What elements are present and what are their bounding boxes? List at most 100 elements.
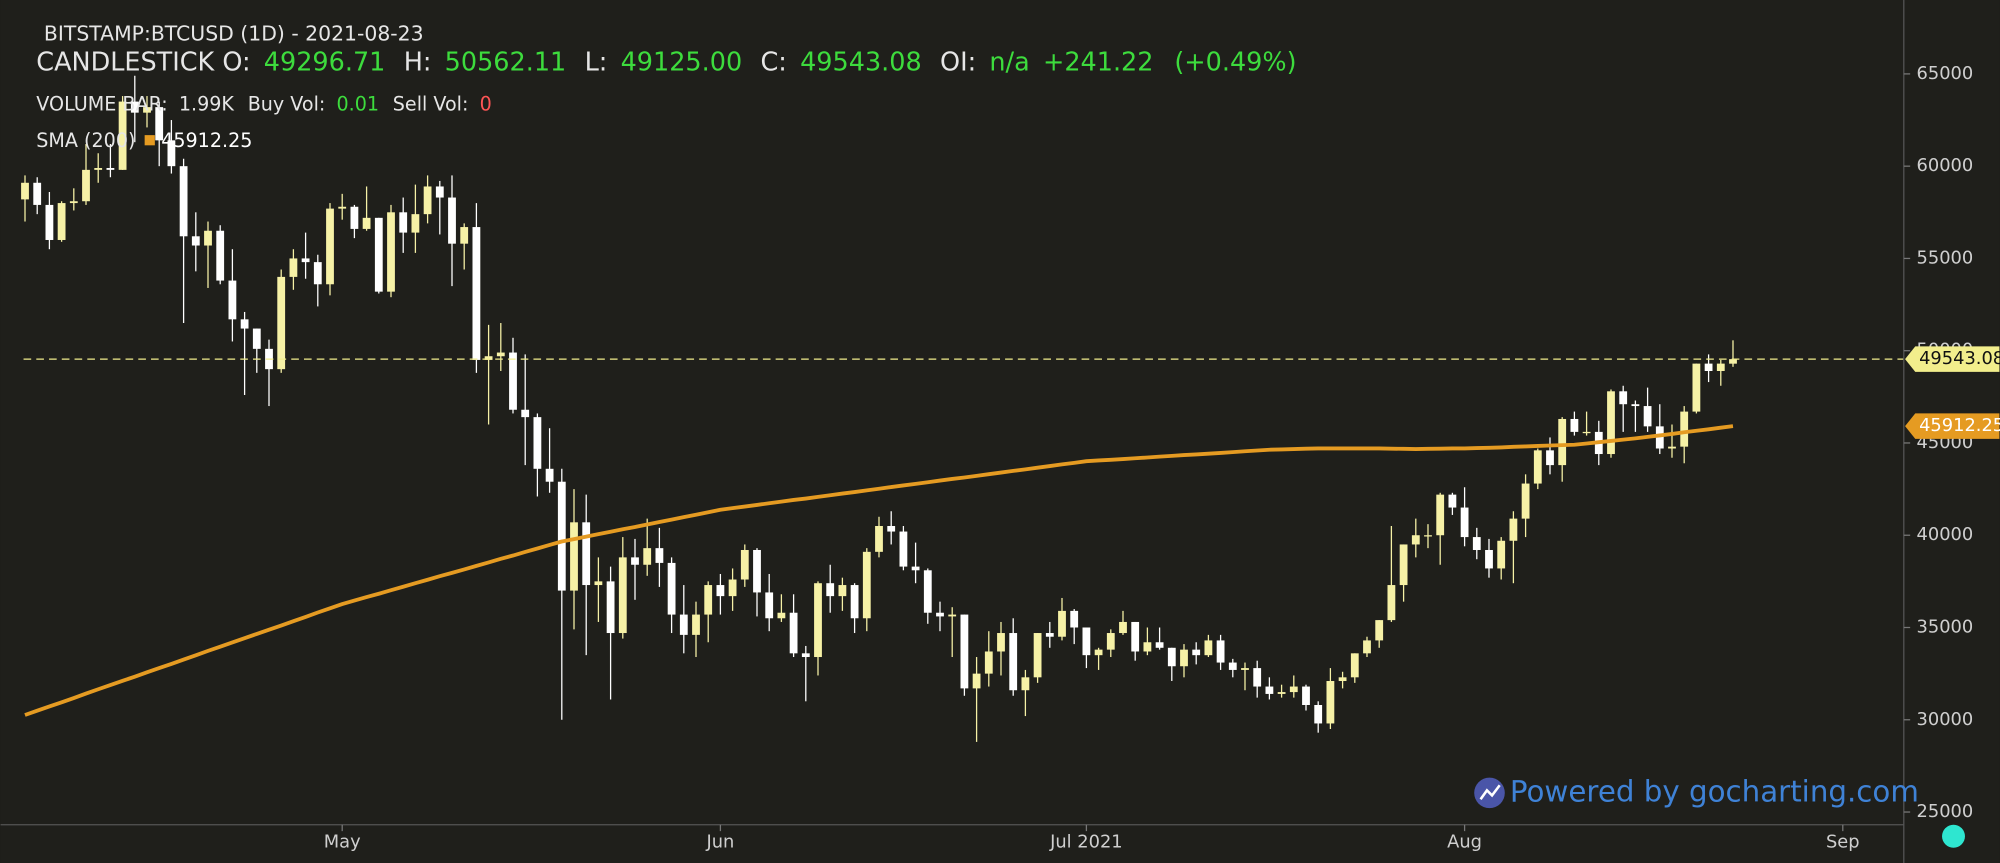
candle-body [1241,668,1249,670]
candle-body [948,614,957,617]
x-tick-label: May [324,832,361,853]
candle-body [277,276,286,370]
candle-body [1692,363,1701,412]
candle-body [1228,662,1237,670]
candle-body [411,214,420,233]
candle-body [1302,686,1310,705]
candle-body [960,614,969,689]
buy-value: 0.01 [337,92,380,115]
candle-body [1704,363,1713,371]
candle-body [1033,633,1042,678]
candle-body [679,614,688,635]
candle-body [69,201,78,204]
x-tick-label: Aug [1447,832,1482,853]
candle-body [1216,640,1225,663]
candle-body [362,217,371,229]
volume-value: 1.99K [179,92,235,115]
candle-body [1143,642,1152,652]
x-tick-label: Jul 2021 [1049,832,1123,853]
status-dot [1942,824,1965,848]
candle-body [1350,653,1359,678]
candle-body [1497,540,1506,569]
candle-body [1265,686,1274,694]
candle-body [1716,363,1725,371]
sma-value: 45912.25 [161,129,252,152]
candle-body [923,570,932,613]
candle-body [1155,642,1164,648]
candle-body [972,673,981,689]
x-tick-label: Sep [1826,832,1860,853]
plot-area [21,75,1904,742]
candle-body [118,101,127,170]
candle-body [1058,610,1066,637]
candle-body [1326,681,1335,724]
candle-body [521,409,530,418]
candle-body [1485,549,1493,569]
candle-body [1277,692,1286,694]
candle-body [533,417,542,469]
candle-body [716,585,725,597]
sma-swatch [144,135,155,146]
candle-body [1643,406,1652,427]
candle-body [301,258,310,263]
ohlc-value: 49543.08 [800,48,922,78]
candle-body [228,280,237,320]
candle-body [838,585,847,597]
candle-body [1106,633,1115,650]
candle-body [204,230,212,246]
candle-body [1253,668,1262,687]
candle-body [289,258,298,277]
y-tick-label: 65000 [1917,63,1974,84]
candle-body [1607,391,1615,455]
candle-body [1094,649,1103,656]
ohlc-value: 50562.11 [445,48,567,78]
candle-body [143,107,151,113]
candle-body [606,581,615,634]
candle-body [1119,621,1127,634]
candle-body [423,186,432,215]
ohlc-label: L: [585,48,608,78]
candle-body [557,481,566,591]
candle-body [179,166,188,237]
candle-body [789,612,798,654]
ohlc-line: CANDLESTICK O: 49296.71 H: 50562.11 L: 4… [36,48,1296,78]
candle-body [936,612,944,617]
candle-body [997,633,1005,652]
ohlc-label: H: [404,48,432,78]
candle-body [1180,649,1188,667]
candle-body [1558,418,1567,466]
y-tick-label: 55000 [1917,247,1974,268]
candle-body [1314,704,1323,724]
sell-value: 0 [480,92,492,115]
candle-body [887,526,896,532]
candle-body [1436,494,1445,536]
candle-body [1204,640,1213,656]
candle-body [496,352,505,357]
sma-price-label: 45912.25 [1919,415,2000,436]
candle-body [1131,621,1140,652]
candle-body [216,230,225,281]
candle-body [472,227,481,360]
ohlc-label: OI: [940,48,976,78]
candle-body [862,551,871,619]
candle-body [21,182,29,200]
candle-body [94,168,103,170]
candle-body [814,583,822,658]
candle-body [1546,450,1554,466]
candle-body [252,328,261,349]
candle-body [1680,411,1689,447]
candle-body [655,548,664,563]
candle-body [570,522,578,591]
candle-body [1509,518,1518,541]
candle-body [350,206,359,229]
candle-body [1192,649,1201,656]
candle-body [692,614,700,635]
candle-body [509,352,517,410]
candle-body [484,356,493,360]
candle-body [984,651,993,674]
candle-body [594,581,603,586]
candle-body [1655,426,1664,449]
candle-body [1045,633,1054,637]
